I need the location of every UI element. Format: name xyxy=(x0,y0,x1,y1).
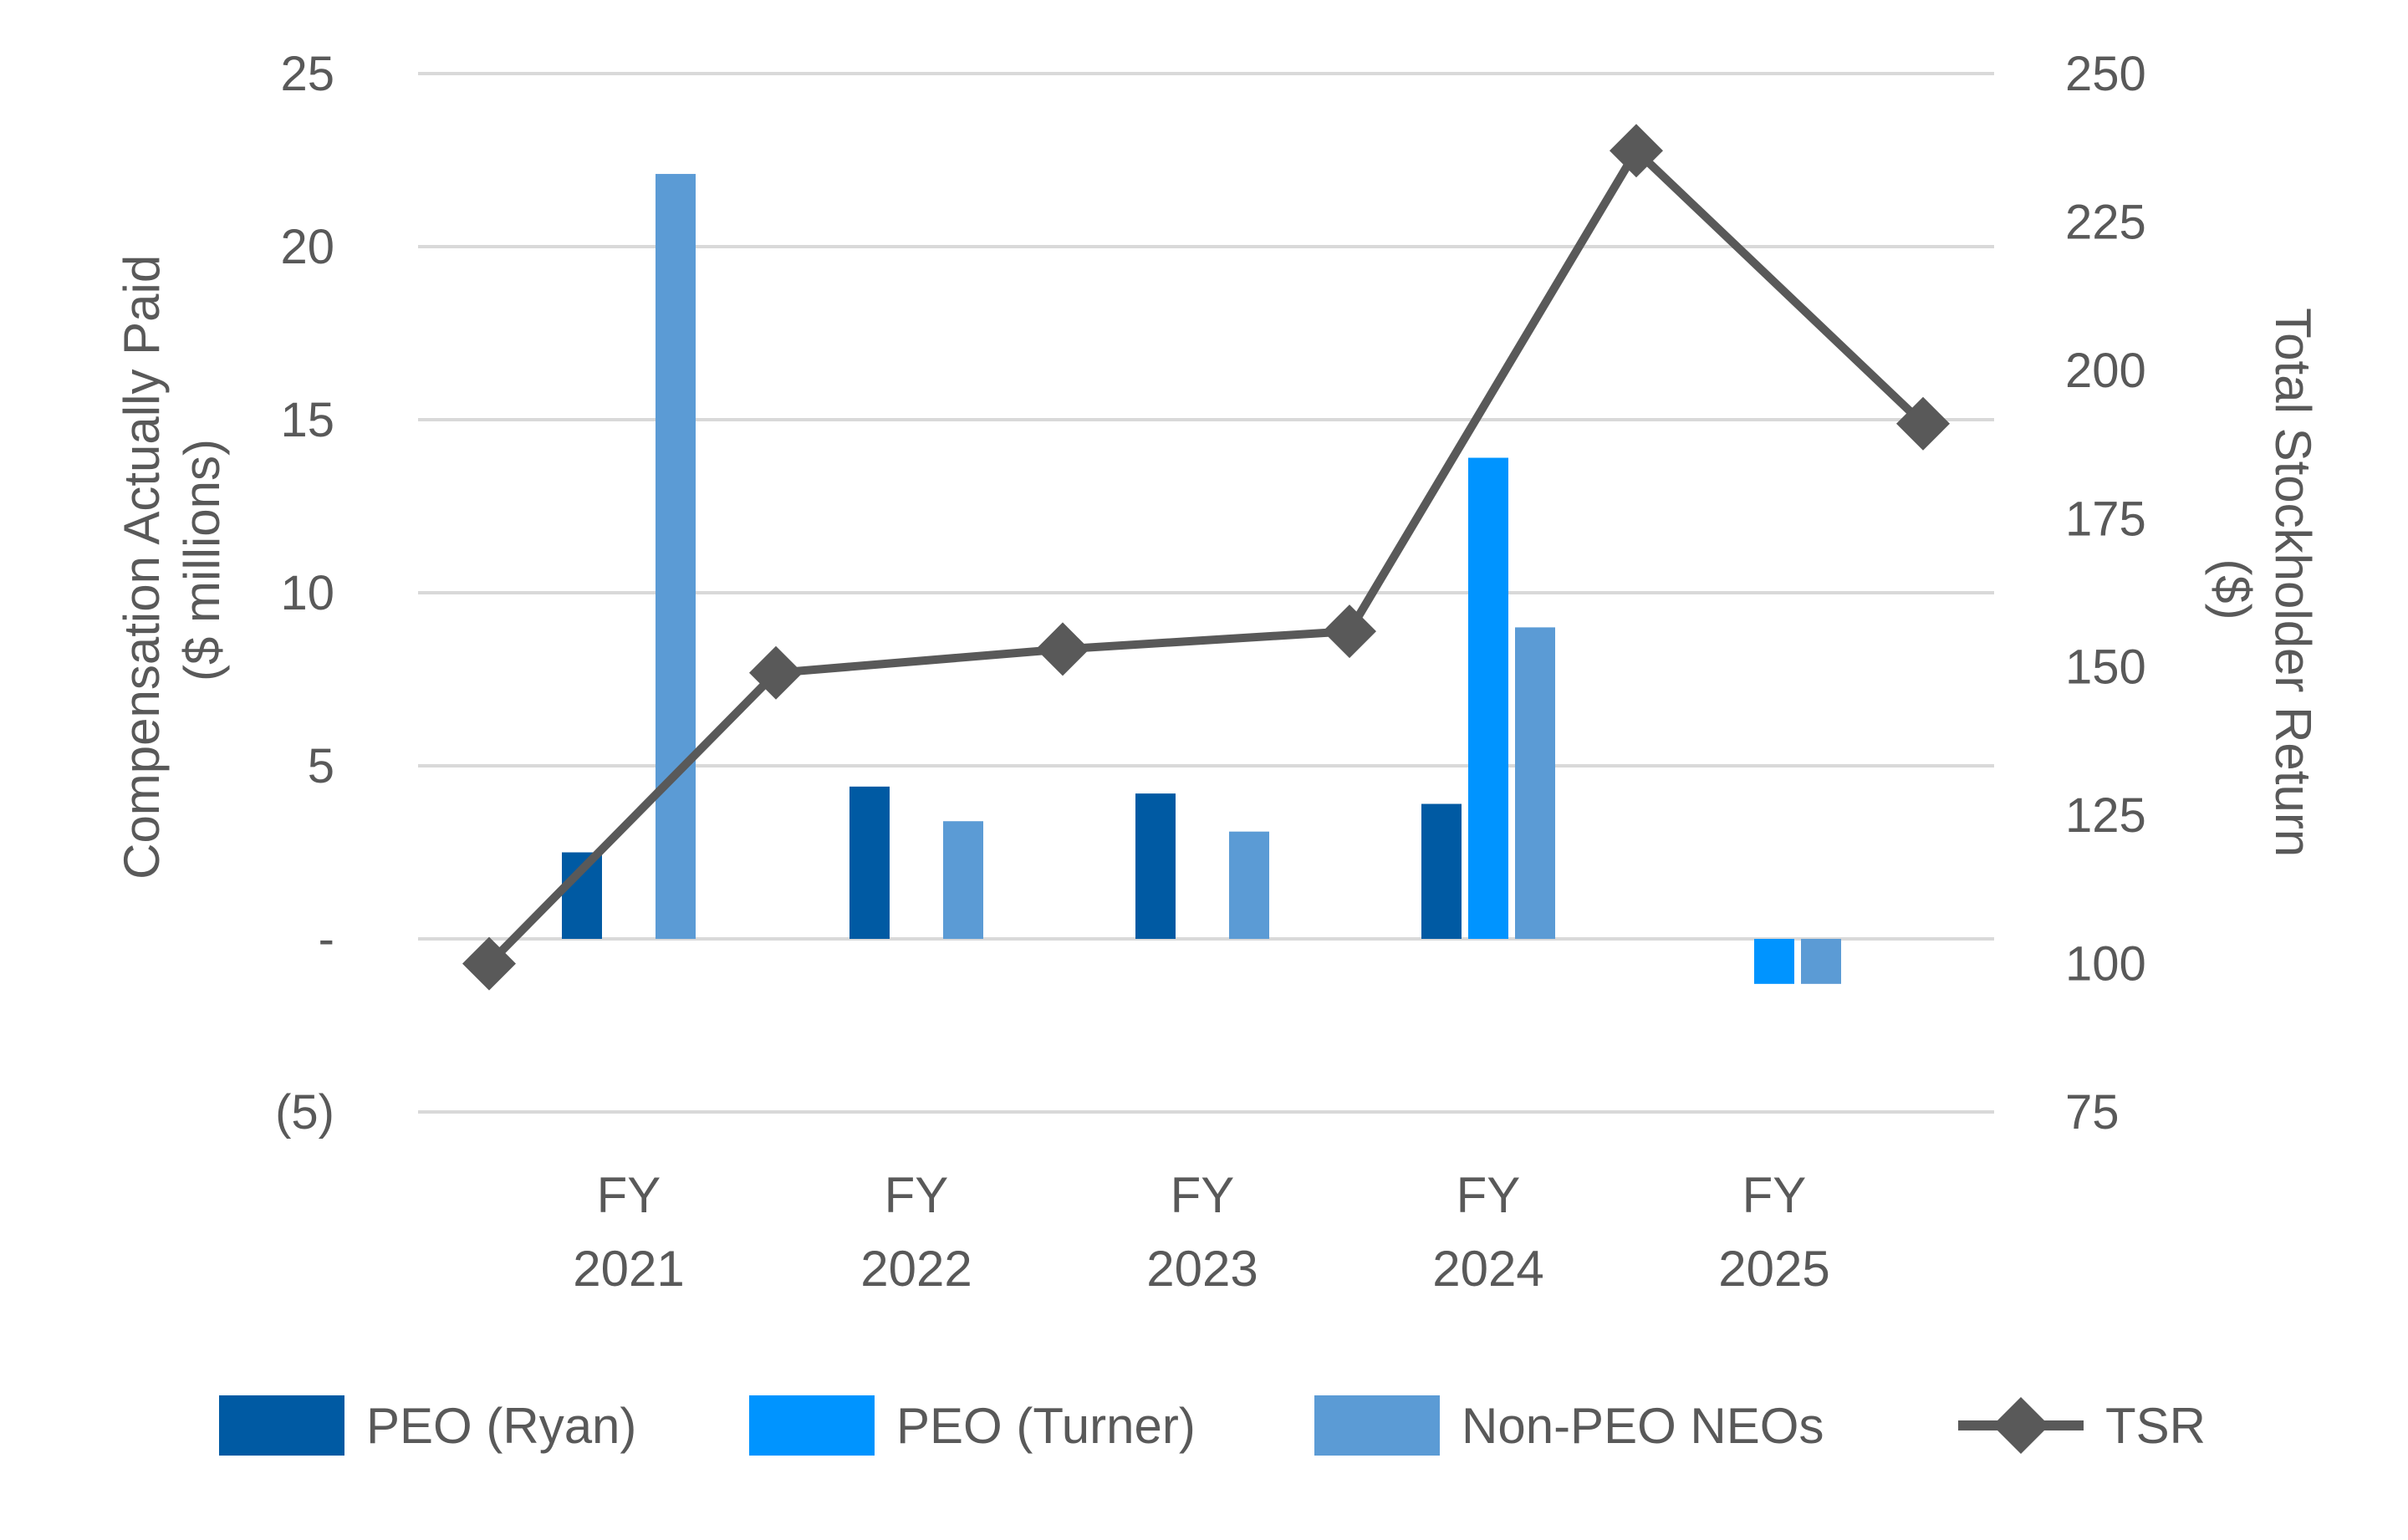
category-label: FY 2022 xyxy=(860,1167,972,1297)
bars xyxy=(562,174,1841,984)
right-tick-label: 250 xyxy=(2065,47,2146,101)
category-label-line: 2025 xyxy=(1718,1241,1829,1297)
category-label-line: FY xyxy=(1457,1167,1521,1223)
left-tick-label: 25 xyxy=(280,47,334,101)
legend-item-peo-turner: PEO (Turner) xyxy=(749,1395,1196,1456)
category-label-line: FY xyxy=(1171,1167,1235,1223)
bar-peo-ryan xyxy=(1135,793,1176,939)
left-tick-label: 10 xyxy=(280,566,334,620)
tsr-point xyxy=(749,645,803,700)
right-tick-label: 125 xyxy=(2065,788,2146,843)
tsr-point xyxy=(1610,124,1663,178)
left-axis-title-line-2: ($ millions) xyxy=(174,439,230,681)
category-label: FY 2023 xyxy=(1146,1167,1258,1297)
right-tick-label: 100 xyxy=(2065,937,2146,992)
bar-peo-ryan xyxy=(849,786,890,939)
category-label-line: 2021 xyxy=(573,1241,684,1297)
tsr-point xyxy=(1036,622,1089,676)
legend-item-tsr: TSR xyxy=(1958,1397,2206,1454)
right-tick-label: 150 xyxy=(2065,640,2146,695)
bar-non-peo-neos xyxy=(1229,831,1269,939)
left-tick-label: - xyxy=(319,912,334,966)
category-labels: FY 2021 FY 2022 FY 2023 FY 2024 FY 2025 xyxy=(573,1167,1829,1297)
bar-peo-turner xyxy=(1754,939,1794,984)
category-label: FY 2025 xyxy=(1718,1167,1829,1297)
left-axis-ticks: (5) - 5 10 15 20 25 xyxy=(275,47,334,1140)
category-label-line: FY xyxy=(885,1167,949,1223)
right-axis-title: Total Stockholder Return ($) xyxy=(2205,308,2321,871)
category-label-line: 2024 xyxy=(1432,1241,1543,1297)
right-axis-ticks: 75 100 125 150 175 200 225 250 xyxy=(2065,47,2146,1140)
right-tick-label: 200 xyxy=(2065,344,2146,398)
left-tick-label: 20 xyxy=(280,220,334,274)
tsr-point xyxy=(462,936,516,991)
tsr-point xyxy=(1896,396,1950,451)
left-tick-label: 15 xyxy=(280,393,334,447)
legend-label-peo-ryan: PEO (Ryan) xyxy=(366,1398,636,1454)
bar-peo-turner xyxy=(1468,457,1508,939)
left-tick-label: 5 xyxy=(308,739,334,793)
right-tick-label: 225 xyxy=(2065,195,2146,249)
legend: PEO (Ryan) PEO (Turner) Non-PEO NEOs TSR xyxy=(219,1395,2206,1456)
tsr-line xyxy=(462,124,1950,991)
legend-item-non-peo-neos: Non-PEO NEOs xyxy=(1314,1395,1824,1456)
bar-non-peo-neos xyxy=(656,174,696,939)
category-label-line: FY xyxy=(1742,1167,1807,1223)
legend-swatch-non-peo-neos xyxy=(1314,1395,1440,1456)
legend-item-peo-ryan: PEO (Ryan) xyxy=(219,1395,636,1456)
legend-marker-tsr xyxy=(1992,1397,2049,1454)
bar-non-peo-neos xyxy=(943,821,983,939)
left-axis-title-line-1: Compensation Actually Paid xyxy=(114,255,170,880)
bar-peo-ryan xyxy=(1421,803,1462,939)
category-label-line: 2023 xyxy=(1146,1241,1258,1297)
legend-label-non-peo-neos: Non-PEO NEOs xyxy=(1462,1398,1824,1454)
category-label: FY 2024 xyxy=(1432,1167,1543,1297)
legend-label-peo-turner: PEO (Turner) xyxy=(896,1398,1196,1454)
category-label-line: 2022 xyxy=(860,1241,972,1297)
right-axis-title-line-1: Total Stockholder Return xyxy=(2265,308,2321,857)
legend-swatch-peo-turner xyxy=(749,1395,875,1456)
legend-swatch-peo-ryan xyxy=(219,1395,344,1456)
tsr-point xyxy=(1323,604,1376,659)
left-axis-title: Compensation Actually Paid ($ millions) xyxy=(114,241,230,880)
bar-non-peo-neos xyxy=(1801,939,1841,984)
tsr-line-path xyxy=(486,146,1926,967)
right-tick-label: 75 xyxy=(2065,1085,2120,1140)
legend-label-tsr: TSR xyxy=(2105,1398,2206,1454)
category-label: FY 2021 xyxy=(573,1167,684,1297)
category-label-line: FY xyxy=(597,1167,661,1223)
right-axis-title-line-2: ($) xyxy=(2205,558,2261,620)
bar-non-peo-neos xyxy=(1515,627,1555,939)
right-tick-label: 175 xyxy=(2065,492,2146,546)
left-tick-label: (5) xyxy=(275,1085,334,1140)
